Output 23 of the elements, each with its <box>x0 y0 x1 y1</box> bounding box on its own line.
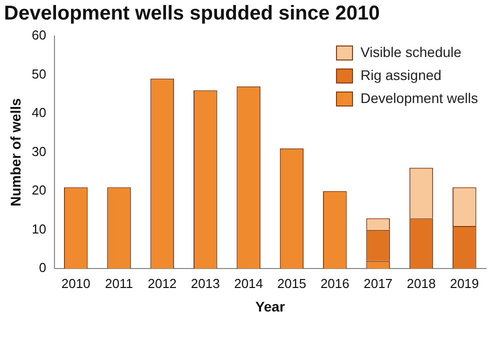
x-tick-label: 2019 <box>450 276 479 291</box>
x-tick-label: 2018 <box>406 276 436 291</box>
x-tick-label: 2011 <box>105 276 134 291</box>
x-tick-label: 2016 <box>320 276 350 291</box>
y-tick-label: 10 <box>32 221 46 236</box>
y-tick-label: 20 <box>32 182 46 198</box>
x-tick-label: 2014 <box>234 276 264 291</box>
x-axis-title: Year <box>255 298 286 314</box>
y-tick-label: 30 <box>32 144 46 159</box>
x-tick-label: 2017 <box>364 276 393 291</box>
x-tick-label: 2012 <box>148 276 177 291</box>
y-tick-label: 60 <box>32 28 46 43</box>
x-tick-label: 2010 <box>61 276 90 291</box>
y-tick-label: 40 <box>32 105 46 120</box>
y-tick-label: 0 <box>39 260 46 276</box>
legend-label: Rig assigned <box>360 66 442 83</box>
chart-title: Development wells spudded since 2010 <box>4 2 380 25</box>
legend-label: Development wells <box>360 90 478 106</box>
y-axis-title: Number of wells <box>7 98 24 206</box>
x-tick-label: 2013 <box>190 276 220 291</box>
legend-label: Visible schedule <box>360 44 462 60</box>
y-tick-label: 50 <box>32 66 46 82</box>
x-tick-label: 2015 <box>277 276 306 291</box>
